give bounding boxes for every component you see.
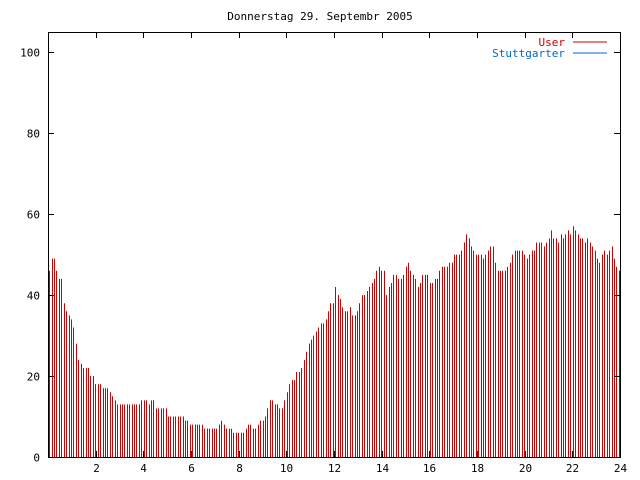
bars-layer (49, 226, 620, 457)
y-tick-label: 60 (27, 209, 40, 222)
x-tick-label: 8 (236, 462, 243, 475)
x-tick-label: 10 (280, 462, 293, 475)
x-tick-label: 14 (376, 462, 390, 475)
x-tick-label: 20 (519, 462, 532, 475)
y-tick-label: 0 (33, 452, 40, 465)
x-tick-label: 16 (423, 462, 436, 475)
chart-title: Donnerstag 29. Septembr 2005 (227, 10, 412, 23)
y-tick-label: 80 (27, 128, 40, 141)
x-tick-label: 22 (566, 462, 579, 475)
x-tick-label: 18 (471, 462, 484, 475)
x-tick-label: 4 (140, 462, 147, 475)
x-tick-label: 24 (614, 462, 628, 475)
x-tick-label: 6 (188, 462, 195, 475)
legend-label-user: User (539, 36, 566, 49)
x-tick-label: 12 (328, 462, 341, 475)
x-tick-label: 2 (93, 462, 100, 475)
y-tick-label: 20 (27, 371, 40, 384)
y-tick-label: 100 (20, 47, 40, 60)
y-tick-label: 40 (27, 290, 40, 303)
legend-label-stuttgarter: Stuttgarter (492, 47, 565, 60)
